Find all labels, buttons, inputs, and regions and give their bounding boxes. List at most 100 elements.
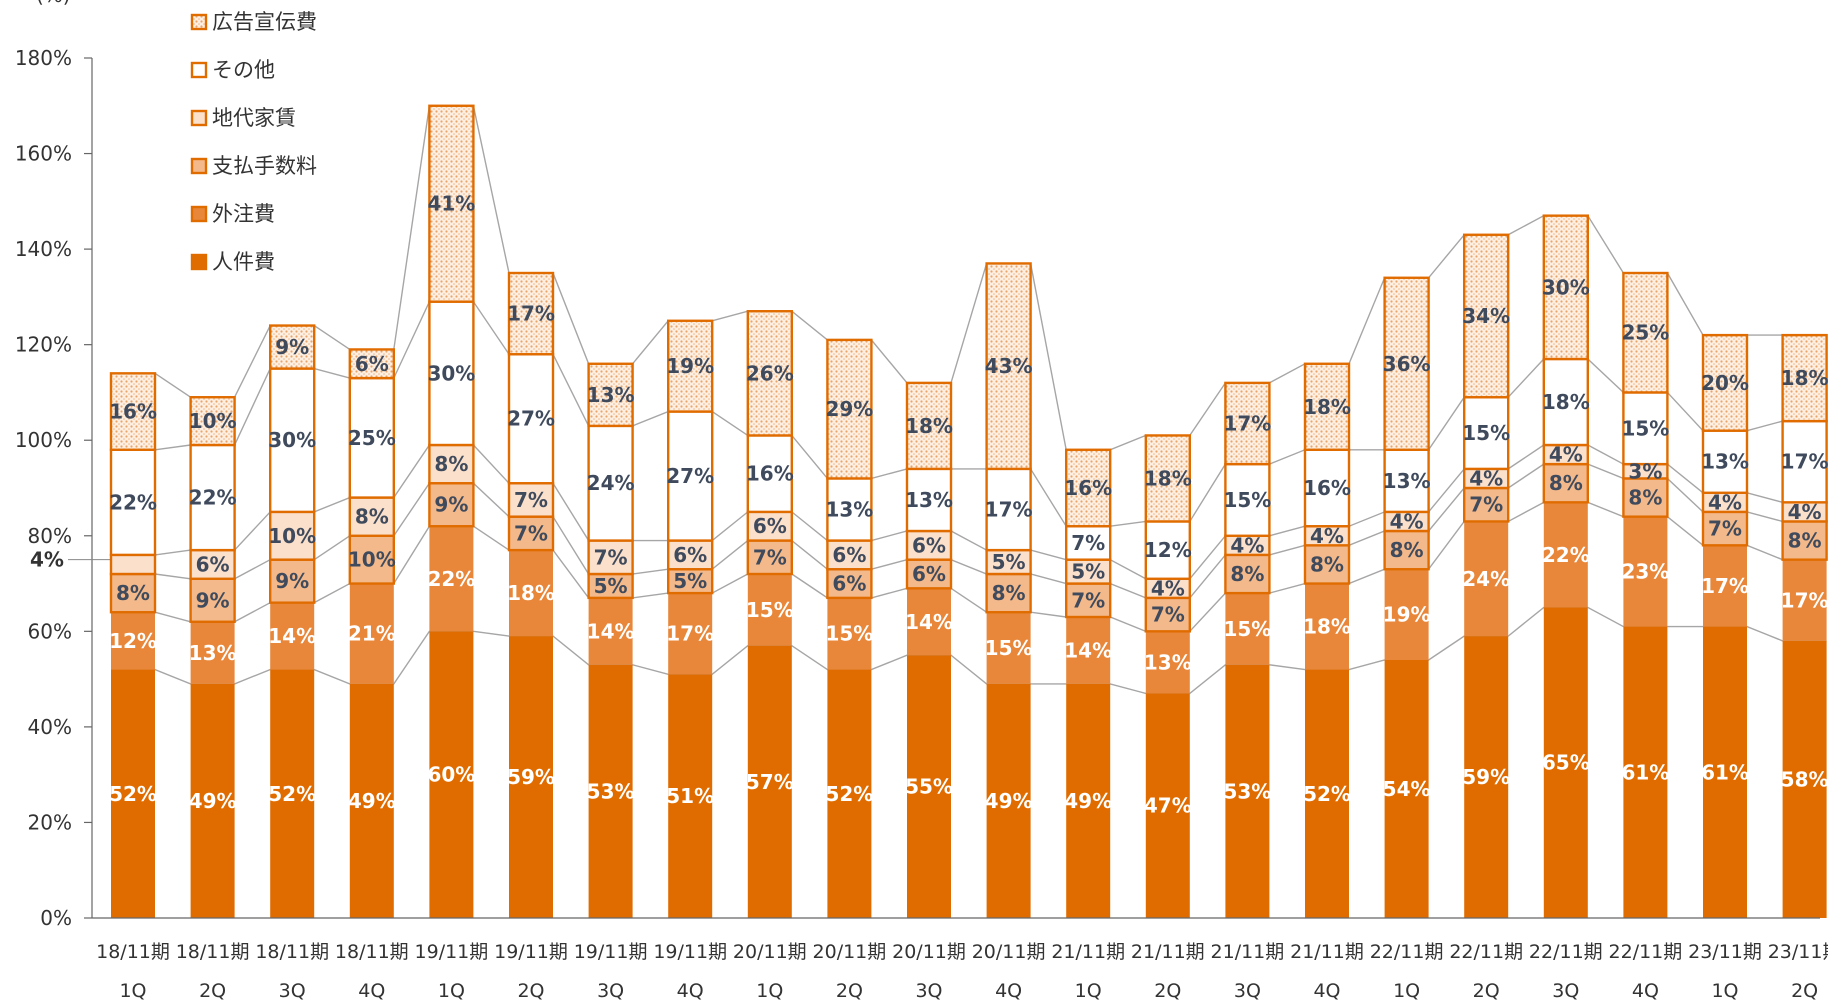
segment-label: 5% [594,574,628,598]
segment-label: 49% [348,789,396,813]
x-tick-label-period: 18/11期 [255,941,329,963]
segment-label: 55% [905,775,953,799]
segment-label: 53% [587,779,635,803]
segment-label: 15% [1462,421,1510,445]
segment-label: 24% [1462,567,1510,591]
bar-segment [509,636,553,918]
segment-label: 22% [109,490,157,514]
bar-segment [109,372,157,451]
segment-label: 7% [1708,517,1742,541]
segment-label: 27% [666,464,714,488]
segment-label: 60% [427,763,475,787]
legend-label: 外注費 [212,202,275,226]
segment-label: 8% [1549,471,1583,495]
y-tick-label: 140% [15,237,72,261]
segment-label: 49% [985,789,1033,813]
segment-label: 6% [912,533,946,557]
x-tick-label-period: 20/11期 [892,941,966,963]
bar-segment [1225,593,1270,665]
bar-segment [826,338,873,480]
bar-segment [827,597,872,670]
segment-label: 17% [666,622,714,646]
bar-segment [1462,486,1510,523]
y-extra-marker-label: 4% [30,548,64,572]
x-tick-label-quarter: 2Q [1791,980,1818,1002]
segment-label: 61% [1621,760,1669,784]
segment-label: 8% [1788,529,1822,553]
x-tick-label-quarter: 1Q [1711,980,1738,1002]
x-tick-label-period: 18/11期 [335,941,409,963]
bar-segment [1305,583,1349,670]
segment-label: 8% [992,581,1026,605]
segment-label: 5% [1071,560,1105,584]
legend-swatch [190,109,208,127]
bar-segment [1383,529,1430,571]
bar-segment [587,362,634,428]
segment-label: 13% [1701,450,1749,474]
bar-segment [1145,693,1190,918]
legend-label: 地代家賃 [212,106,296,130]
bar-segment [588,664,633,918]
bar-segment [348,348,395,380]
connector-4 [111,300,1827,527]
connector-2 [111,463,1827,599]
segment-label: 12% [1144,538,1192,562]
connector-1 [111,501,1827,633]
y-axis-unit-label: (%) [36,0,71,7]
segment-label: 5% [992,550,1026,574]
segment-label: 20% [1701,371,1749,395]
segment-label: 18% [1303,395,1351,419]
segment-label: 17% [507,302,555,326]
segment-label: 18% [1781,366,1828,390]
y-tick-label: 0% [40,906,72,930]
bar-segment [826,539,873,571]
x-tick-label-period: 22/11期 [1449,941,1523,963]
x-tick-label-period: 21/11期 [1290,941,1364,963]
segment-label: 3% [1628,459,1662,483]
bar-segment [1144,434,1192,523]
x-tick-label-quarter: 1Q [119,980,146,1002]
bar-segment [190,621,235,684]
segment-label: 15% [746,598,794,622]
segment-label: 30% [1542,275,1590,299]
legend-swatch [190,13,208,31]
segment-label: 43% [985,354,1033,378]
legend-swatch [190,61,208,79]
legend-label: 支払手数料 [212,154,317,178]
bar-segment [747,645,792,918]
bar-segment [1703,545,1747,627]
bar-segment [1064,448,1112,528]
bar-segment [746,539,793,576]
segment-label: 4% [1390,509,1424,533]
x-tick-label-period: 19/11期 [653,941,727,963]
segment-label: 59% [507,765,555,789]
bar-segment [1543,607,1588,918]
segment-label: 53% [1223,779,1271,803]
bar-segment [1145,631,1190,694]
x-tick-label-period: 20/11期 [733,941,807,963]
segment-label: 52% [825,782,873,806]
bar-segment [1224,553,1271,595]
segment-label: 10% [189,409,237,433]
bar-segment [905,529,953,561]
segment-label: 15% [825,622,873,646]
y-tick-label: 180% [15,46,72,70]
segment-label: 19% [666,354,714,378]
segment-label: 8% [1310,552,1344,576]
bar-segment [428,104,475,303]
x-tick-label-period: 23/11期 [1768,941,1828,963]
segment-label: 7% [594,545,628,569]
bar-segment [1303,362,1351,451]
bar-segment [509,550,553,637]
legend-label: 人件費 [212,250,275,274]
bar-segment [905,381,953,471]
segment-label: 7% [1071,588,1105,612]
x-tick-label-quarter: 4Q [1632,980,1659,1002]
bar-segment [270,669,315,918]
x-tick-label-period: 18/11期 [176,941,250,963]
segment-label: 30% [427,361,475,385]
x-tick-label-quarter: 1Q [438,980,465,1002]
x-tick-label-quarter: 4Q [995,980,1022,1002]
segment-label: 8% [116,581,150,605]
